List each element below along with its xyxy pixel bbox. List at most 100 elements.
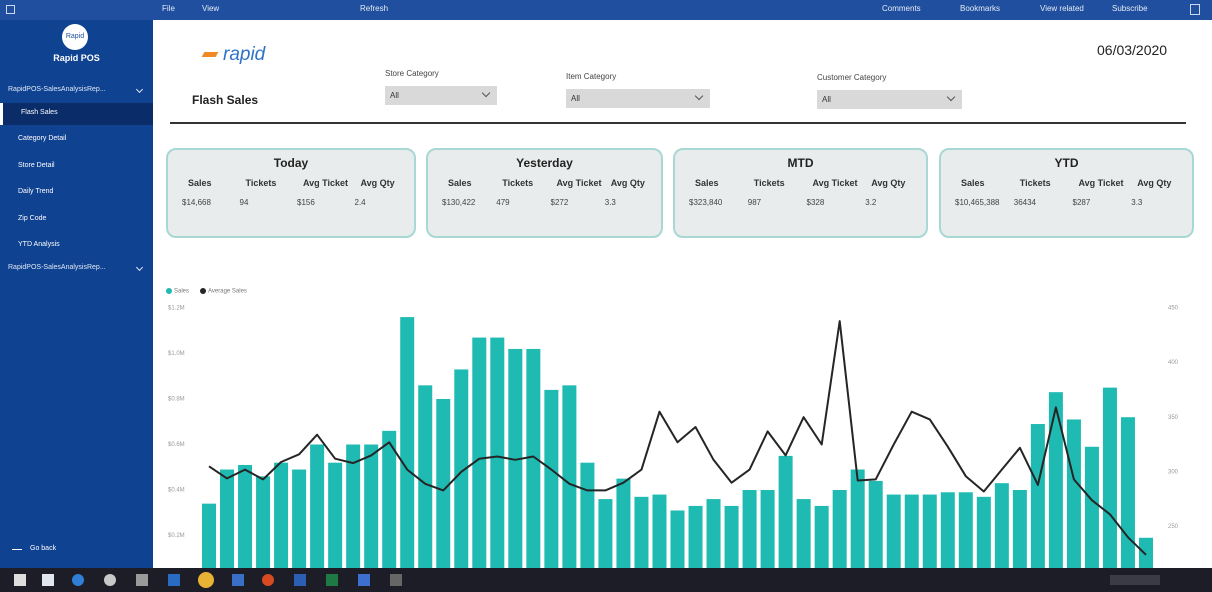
- kpi-column: Tickets: [1019, 178, 1051, 188]
- taskbar-app[interactable]: [262, 574, 274, 586]
- system-tray: [1110, 575, 1160, 585]
- taskbar-app[interactable]: [104, 574, 116, 586]
- filter-value: All: [822, 95, 831, 104]
- report-date: 06/03/2020: [1097, 42, 1168, 58]
- top-bar: File View Refresh Comments Bookmarks View rel…: [0, 0, 1212, 20]
- nav-label: Zip Code: [18, 214, 47, 222]
- y-tick-label: $0.2M: [168, 533, 185, 539]
- sidebar: Rapid Rapid POS RapidPOS-SalesAnalysisRep.…: [0, 20, 153, 568]
- bar: [688, 505, 703, 581]
- kpi-column: Sales: [961, 178, 985, 188]
- bar: [1012, 490, 1027, 581]
- filter-dropdown[interactable]: All: [566, 89, 710, 108]
- menu-item[interactable]: Subscribe: [1112, 4, 1148, 13]
- kpi-value: 3.2: [865, 198, 877, 207]
- kpi-value: $14,668: [182, 198, 211, 207]
- kpi-value: 987: [747, 198, 762, 207]
- close-button[interactable]: [1190, 4, 1200, 15]
- menu-item[interactable]: View related: [1040, 4, 1084, 13]
- taskbar: [0, 568, 1212, 592]
- kpi-card: Today Sales $14,668 Tickets 94 Avg Ticket $156…: [166, 148, 416, 238]
- bar: [994, 483, 1009, 581]
- bar: [292, 469, 307, 581]
- bar: [778, 455, 793, 581]
- kpi-value: $287: [1072, 198, 1091, 207]
- nav-item[interactable]: Store Detail: [0, 156, 153, 178]
- bar: [760, 490, 775, 581]
- bar: [976, 496, 991, 581]
- bar: [940, 492, 955, 581]
- filter-value: All: [571, 94, 580, 103]
- nav-item[interactable]: Zip Code: [0, 209, 153, 231]
- bar: [868, 480, 883, 581]
- menu-item[interactable]: Bookmarks: [960, 4, 1001, 13]
- menu-item[interactable]: Refresh: [360, 4, 389, 13]
- bar: [346, 444, 361, 581]
- bar: [724, 505, 739, 581]
- bar: [832, 490, 847, 581]
- go-back[interactable]: Go back: [30, 545, 57, 552]
- y2-tick-label: 350: [1168, 415, 1179, 421]
- header-rule: [170, 122, 1186, 124]
- kpi-value: 94: [239, 198, 249, 207]
- bar: [1030, 424, 1045, 581]
- bar: [1066, 419, 1081, 581]
- bar: [922, 494, 937, 581]
- bar: [364, 444, 379, 581]
- kpi-column: Avg Qty: [360, 178, 395, 188]
- taskbar-app[interactable]: [136, 574, 148, 586]
- bar: [1102, 387, 1117, 581]
- bar: [652, 494, 667, 581]
- bar: [400, 317, 415, 581]
- bar: [508, 348, 523, 581]
- start-button[interactable]: [14, 574, 26, 586]
- nav-item[interactable]: Category Detail: [0, 129, 153, 151]
- section-header[interactable]: RapidPOS-SalesAnalysisRep...: [8, 86, 106, 93]
- taskbar-app[interactable]: [42, 574, 54, 586]
- taskbar-app[interactable]: [72, 574, 84, 586]
- filter-label: Store Category: [385, 69, 439, 78]
- nav-item[interactable]: Daily Trend: [0, 182, 153, 204]
- taskbar-app[interactable]: [198, 572, 214, 588]
- taskbar-app[interactable]: [232, 574, 244, 586]
- kpi-title: Today: [273, 156, 309, 170]
- nav-item[interactable]: Flash Sales: [0, 103, 153, 125]
- taskbar-app[interactable]: [390, 574, 402, 586]
- kpi-title: MTD: [787, 156, 814, 170]
- filter-dropdown[interactable]: All: [817, 90, 962, 109]
- bar: [904, 494, 919, 581]
- bar: [580, 462, 595, 581]
- nav-item[interactable]: YTD Analysis: [0, 235, 153, 257]
- menu-item[interactable]: Comments: [882, 4, 921, 13]
- bar: [616, 478, 631, 581]
- bar: [706, 499, 721, 581]
- kpi-card: YTD Sales $10,465,388 Tickets 36434 Avg Ticke…: [939, 148, 1194, 238]
- app-name: Rapid POS: [53, 53, 100, 63]
- y-tick-label: $0.6M: [168, 442, 185, 448]
- bar: [1084, 446, 1099, 581]
- app-logo: Rapid: [62, 24, 88, 50]
- kpi-column: Avg Ticket: [812, 178, 858, 188]
- kpi-value: 36434: [1013, 198, 1036, 207]
- taskbar-app[interactable]: [358, 574, 370, 586]
- y2-tick-label: 250: [1168, 524, 1179, 530]
- y2-tick-label: 400: [1168, 360, 1179, 366]
- bar: [382, 430, 397, 581]
- taskbar-app[interactable]: [168, 574, 180, 586]
- app-launcher[interactable]: [6, 5, 15, 14]
- menu-item[interactable]: View: [202, 4, 220, 13]
- kpi-card: Yesterday Sales $130,422 Tickets 479 Avg Tick…: [426, 148, 663, 238]
- go-back-arrow: [12, 549, 22, 550]
- bar: [256, 476, 271, 581]
- filter-dropdown[interactable]: All: [385, 86, 497, 105]
- kpi-title: YTD: [1054, 156, 1079, 170]
- y-tick-label: $1.0M: [168, 351, 185, 357]
- bar: [328, 462, 343, 581]
- nav-label: Daily Trend: [18, 188, 54, 196]
- taskbar-app[interactable]: [326, 574, 338, 586]
- menu-item[interactable]: File: [162, 4, 175, 13]
- section-header[interactable]: RapidPOS-SalesAnalysisRep...: [8, 264, 106, 272]
- kpi-value: 2.4: [354, 198, 366, 207]
- taskbar-app[interactable]: [294, 574, 306, 586]
- kpi-value: $272: [550, 198, 569, 207]
